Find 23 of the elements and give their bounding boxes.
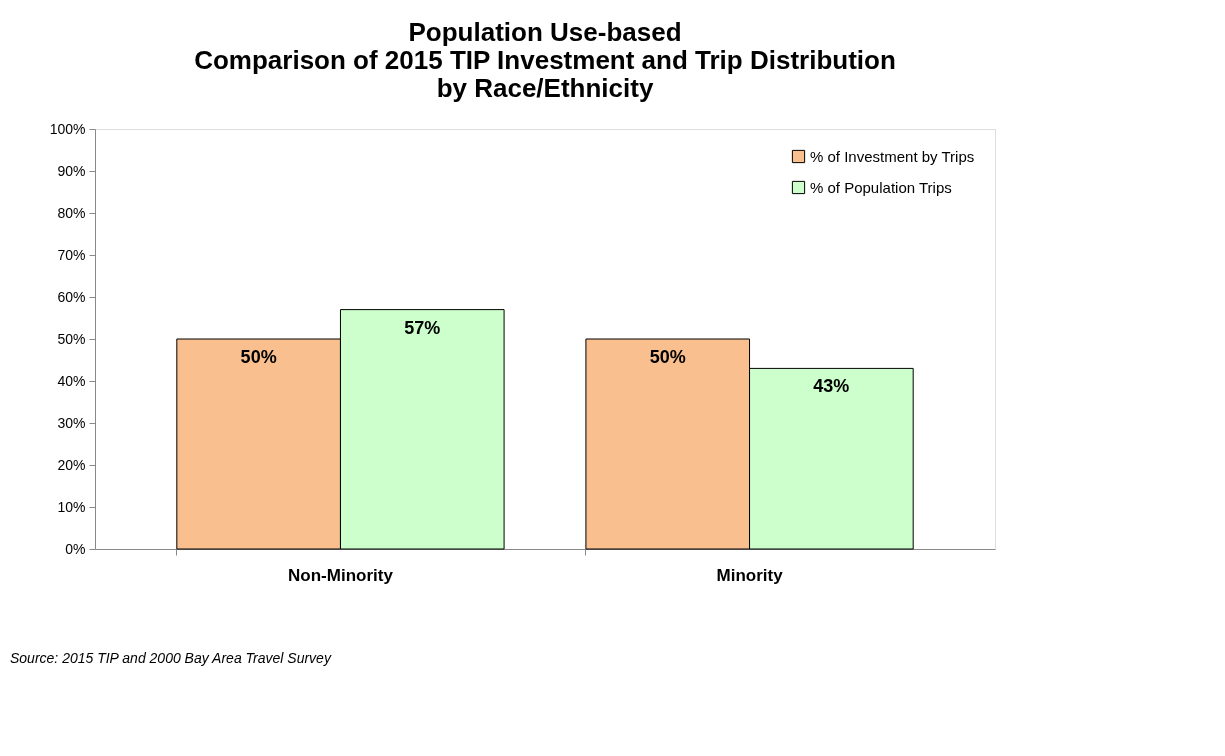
y-tick-label: 50% [57, 330, 86, 347]
text: Comparison of 2015 TIP Investment and Trip Distribution [194, 45, 896, 75]
y-tick-label: 20% [57, 456, 86, 473]
x-tick-label: Minority [716, 565, 784, 585]
text: by Race/Ethnicity [436, 73, 654, 103]
y-tick-label: 100% [49, 120, 86, 137]
data-label: 57% [404, 317, 441, 338]
y-tick-label: 70% [57, 246, 86, 263]
y-tick-label: 90% [57, 162, 86, 179]
legend-label: % of Investment by Trips [810, 147, 975, 165]
data-label: 43% [813, 376, 850, 397]
y-tick-label: 80% [57, 204, 86, 221]
y-tick-label: 30% [57, 414, 86, 431]
data-label: 50% [649, 347, 686, 367]
y-tick-label: 40% [57, 372, 86, 389]
source-note: Source: 2015 TIP and 2000 Bay Area Travel Survey [10, 650, 332, 666]
text: Population Use-based [408, 17, 682, 47]
y-tick-label: 60% [57, 288, 86, 305]
y-tick-label: 0% [65, 540, 86, 557]
y-tick-label: 10% [57, 498, 86, 515]
data-label: 50% [240, 347, 277, 367]
legend-label: % of Population Trips [810, 178, 952, 196]
x-tick-label: Non-Minority [288, 565, 394, 585]
